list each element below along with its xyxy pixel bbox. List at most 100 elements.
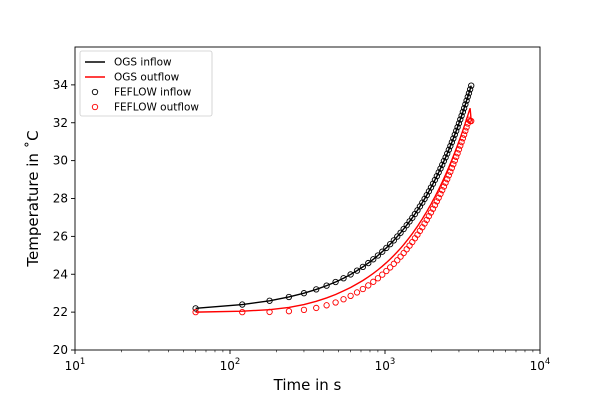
data-point [453, 127, 460, 135]
legend-label: OGS outflow [114, 72, 180, 84]
data-point [460, 105, 468, 112]
y-tick-label: 22 [53, 305, 68, 319]
data-point [370, 278, 377, 285]
data-point [353, 267, 361, 274]
data-point [239, 308, 246, 316]
data-point [455, 146, 463, 153]
y-tick-label: 28 [53, 192, 68, 206]
data-point [390, 237, 397, 244]
data-point [457, 116, 464, 123]
data-point [459, 135, 467, 142]
data-point [431, 176, 439, 184]
data-point [425, 212, 433, 220]
data-point [440, 183, 448, 190]
data-point [463, 124, 470, 131]
axes: 20 22 24 26 28 30 32 34 101 102 103 104 [53, 46, 551, 373]
legend-label: FEFLOW outflow [114, 102, 199, 114]
y-axis-label: Temperature in ˚C [24, 130, 42, 267]
data-point [451, 157, 458, 164]
series-line-0 [195, 85, 472, 310]
data-point [427, 184, 435, 191]
data-point [445, 172, 452, 179]
x-tick-label: 104 [530, 357, 551, 373]
data-point [451, 131, 458, 138]
legend-box [79, 50, 213, 117]
data-point [450, 135, 457, 142]
data-point [370, 256, 377, 263]
data-point [453, 153, 460, 160]
data-point [433, 198, 440, 205]
legend-marker [91, 88, 99, 96]
data-point [465, 90, 473, 97]
data-point [403, 246, 410, 253]
data-point [460, 131, 468, 138]
legend-marker [91, 103, 99, 111]
data-point [455, 120, 463, 127]
data-point [433, 172, 440, 180]
data-point [332, 278, 339, 286]
data-point [431, 201, 439, 209]
data-point [429, 205, 437, 212]
data-point [450, 161, 457, 168]
y-tick-label: 26 [53, 229, 68, 243]
legend: OGS inflow OGS outflow FEFLOW inflow FEFLOW… [79, 50, 213, 117]
data-point [447, 168, 454, 175]
y-tick-label: 32 [53, 116, 68, 130]
data-point [464, 93, 471, 100]
data-point [323, 282, 330, 289]
data-point [448, 139, 456, 146]
data-point [462, 127, 469, 135]
data-point [374, 275, 382, 282]
data-point [313, 286, 320, 293]
data-point [397, 229, 404, 236]
data-point [313, 304, 320, 312]
data-point [365, 282, 372, 289]
x-axis-label: Time in s [273, 376, 342, 394]
legend-label: OGS inflow [114, 57, 172, 69]
data-point [427, 209, 435, 216]
data-point [340, 296, 347, 303]
data-point [359, 285, 367, 293]
data-point [444, 150, 451, 157]
data-point [387, 264, 394, 271]
y-tick-label: 24 [53, 267, 68, 281]
data-point [383, 267, 390, 275]
data-point [379, 248, 386, 255]
data-point [437, 165, 444, 172]
data-point [347, 271, 354, 278]
data-point [400, 225, 407, 233]
data-point [458, 138, 465, 146]
data-point [406, 242, 413, 249]
data-point [266, 308, 273, 316]
data-point [442, 179, 449, 186]
data-point [285, 293, 293, 301]
data-point [340, 275, 347, 282]
data-point [439, 187, 446, 194]
data-point [332, 299, 339, 306]
plot-area [192, 82, 475, 316]
data-point [454, 150, 461, 157]
data-point [435, 194, 442, 201]
legend-label: FEFLOW inflow [114, 87, 192, 99]
data-point [468, 117, 475, 125]
data-point [447, 142, 454, 150]
data-point [440, 157, 448, 165]
data-point [409, 238, 416, 246]
data-point [445, 146, 452, 153]
data-point [468, 82, 475, 89]
data-point [437, 190, 444, 198]
x-tick-label: 102 [220, 357, 241, 373]
y-tick-label: 30 [53, 154, 68, 168]
data-point [365, 259, 372, 267]
data-point [300, 306, 308, 313]
series-markers-2 [192, 82, 475, 312]
data-point [374, 252, 382, 259]
data-point [353, 289, 361, 296]
data-point [347, 292, 354, 299]
data-point [458, 112, 465, 119]
data-point [387, 240, 394, 248]
data-point [300, 290, 308, 297]
data-point [394, 233, 401, 240]
x-tick-label: 101 [65, 357, 86, 373]
data-point [463, 97, 470, 104]
